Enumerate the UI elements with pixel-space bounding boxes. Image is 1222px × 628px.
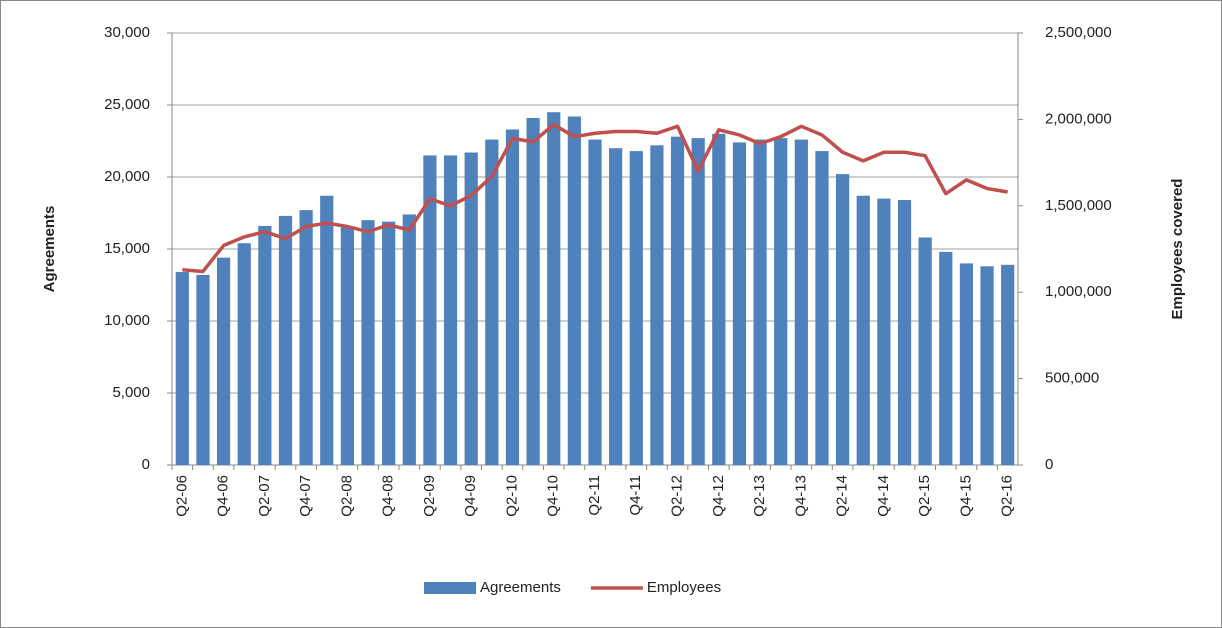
- bar: [629, 151, 643, 465]
- y2-tick-label: 2,000,000: [1045, 110, 1112, 127]
- bar: [980, 266, 994, 465]
- bar: [567, 116, 581, 466]
- line: [182, 122, 1008, 274]
- bar: [774, 138, 788, 465]
- x-tick-label: Q4-10: [545, 475, 562, 517]
- bar: [877, 198, 891, 465]
- x-tick-label: Q2-09: [421, 475, 438, 517]
- bar: [443, 155, 458, 465]
- x-tick-label: Q4-11: [627, 475, 644, 516]
- bar: [216, 257, 231, 465]
- y-axis-title: Agreements: [41, 206, 58, 293]
- x-tick-label: Q4-12: [710, 475, 727, 517]
- legend-label: Agreements: [480, 579, 561, 596]
- bar: [547, 112, 561, 465]
- bar: [918, 237, 932, 465]
- bar: [1001, 264, 1015, 465]
- y-tick-label: 10,000: [104, 312, 150, 329]
- bar: [526, 117, 540, 466]
- bar: [320, 195, 334, 465]
- bar: [712, 133, 726, 466]
- x-tick-label: Q2-10: [503, 475, 520, 517]
- bar: [258, 225, 272, 465]
- x-tick-label: Q2-08: [338, 475, 355, 517]
- bar: [485, 139, 499, 465]
- bar: [237, 243, 251, 465]
- x-tick-label: Q2-16: [999, 475, 1016, 517]
- bar: [815, 151, 829, 465]
- bar: [361, 220, 375, 465]
- x-tick-label: Q2-11: [586, 475, 603, 516]
- bar: [753, 139, 767, 465]
- bar: [650, 145, 664, 465]
- bar: [939, 251, 953, 465]
- y-tick-label: 5,000: [112, 384, 150, 401]
- x-tick-label: Q4-13: [792, 475, 809, 517]
- bar: [959, 263, 974, 465]
- y-tick-label: 15,000: [104, 240, 150, 257]
- bar: [670, 136, 685, 465]
- bar: [382, 221, 396, 465]
- x-tick-label: Q4-08: [380, 475, 397, 517]
- y2-tick-label: 1,500,000: [1045, 197, 1112, 214]
- bar: [196, 274, 210, 465]
- x-tick-label: Q4-14: [875, 475, 892, 517]
- bar: [340, 227, 354, 465]
- y-tick-label: 0: [142, 456, 150, 473]
- y2-tick-label: 1,000,000: [1045, 283, 1112, 300]
- bar: [278, 215, 293, 465]
- y2-tick-label: 2,500,000: [1045, 24, 1112, 41]
- bar: [299, 210, 313, 465]
- bar: [505, 129, 520, 466]
- bar: [794, 139, 808, 465]
- bar: [897, 200, 912, 466]
- x-tick-label: Q4-09: [462, 475, 479, 517]
- y2-axis-title: Employees covered: [1169, 179, 1186, 320]
- x-tick-label: Q4-07: [297, 475, 314, 517]
- bar: [732, 142, 747, 465]
- x-tick-label: Q4-06: [215, 475, 232, 517]
- x-tick-label: Q2-14: [834, 475, 851, 517]
- y-tick-label: 20,000: [104, 168, 150, 185]
- bar: [402, 214, 416, 465]
- bar: [423, 155, 437, 465]
- x-tick-label: Q2-13: [751, 475, 768, 517]
- bar: [175, 272, 189, 465]
- bar: [609, 148, 623, 465]
- y-tick-label: 30,000: [104, 24, 150, 41]
- legend-label: Employees: [647, 579, 721, 596]
- bar: [856, 195, 870, 465]
- bar: [836, 174, 850, 465]
- y2-tick-label: 500,000: [1045, 370, 1099, 387]
- bar: [588, 139, 602, 465]
- y-tick-label: 25,000: [104, 96, 150, 113]
- x-tick-label: Q2-15: [916, 475, 933, 517]
- x-tick-label: Q4-15: [957, 475, 974, 517]
- y2-tick-label: 0: [1045, 456, 1053, 473]
- x-tick-label: Q2-06: [173, 475, 190, 517]
- bar: [464, 152, 478, 465]
- legend-swatch: [424, 582, 476, 594]
- x-tick-label: Q2-07: [256, 475, 273, 517]
- bar: [691, 138, 705, 465]
- x-tick-label: Q2-12: [669, 475, 686, 517]
